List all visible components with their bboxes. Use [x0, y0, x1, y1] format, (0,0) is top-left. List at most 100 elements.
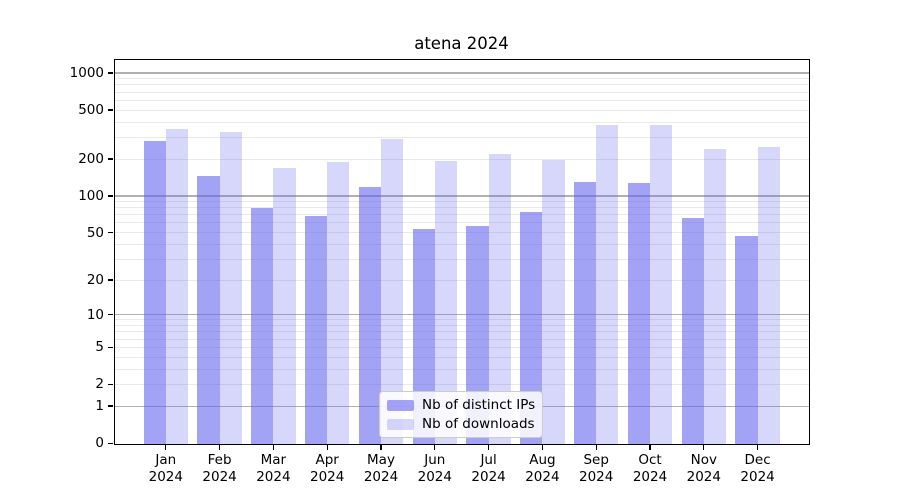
- minor-gridline: [113, 109, 810, 111]
- minor-gridline: [113, 346, 810, 348]
- legend-label-downloads: Nb of downloads: [422, 415, 535, 432]
- x-tick-mark: [487, 444, 490, 450]
- y-tick-label: 5: [95, 339, 104, 356]
- x-tick-label: Mar 2024: [256, 451, 291, 486]
- major-gridline: [113, 72, 810, 74]
- y-tick-label: 1: [95, 398, 104, 415]
- minor-gridline: [113, 325, 810, 327]
- bar-downloads: [703, 149, 727, 445]
- y-tick-label: 100: [78, 187, 104, 204]
- minor-gridline: [113, 201, 810, 203]
- x-tick-label: Apr 2024: [310, 451, 345, 486]
- x-tick-label: Sep 2024: [579, 451, 614, 486]
- y-tick-mark: [108, 231, 113, 234]
- y-tick-mark: [108, 109, 113, 111]
- x-tick-label: Jan 2024: [148, 451, 183, 486]
- bar-distinct-ips: [197, 175, 220, 445]
- x-tick-mark: [380, 444, 382, 450]
- minor-gridline: [113, 222, 810, 224]
- y-tick-label: 0: [95, 435, 104, 452]
- x-tick-label: Aug 2024: [525, 451, 560, 486]
- minor-gridline: [113, 331, 810, 333]
- bar-distinct-ips: [466, 225, 489, 445]
- bar-distinct-ips: [304, 215, 328, 445]
- minor-gridline: [113, 158, 810, 160]
- x-tick-label: Jun 2024: [417, 451, 452, 486]
- minor-gridline: [113, 279, 810, 281]
- bar-distinct-ips: [143, 141, 166, 445]
- minor-gridline: [113, 136, 810, 138]
- minor-gridline: [113, 243, 810, 245]
- bar-distinct-ips: [358, 187, 381, 445]
- legend-swatch-distinct-ips: [387, 399, 414, 411]
- legend-swatch-downloads: [387, 418, 414, 430]
- x-tick-mark: [595, 444, 597, 450]
- x-tick-mark: [434, 444, 436, 450]
- bar-distinct-ips: [681, 217, 704, 445]
- legend-item-downloads: Nb of downloads: [387, 415, 542, 432]
- x-tick-label: Oct 2024: [632, 451, 668, 486]
- minor-gridline: [113, 84, 810, 86]
- x-tick-mark: [326, 444, 328, 450]
- minor-gridline: [113, 319, 810, 321]
- bar-downloads: [327, 161, 350, 445]
- y-tick-label: 50: [86, 224, 104, 241]
- minor-gridline: [113, 78, 810, 80]
- x-tick-mark: [756, 444, 759, 450]
- y-tick-mark: [108, 72, 113, 74]
- minor-gridline: [113, 383, 810, 385]
- y-tick-label: 10: [86, 306, 104, 323]
- x-tick-label: Feb 2024: [202, 451, 237, 486]
- minor-gridline: [113, 99, 810, 101]
- major-gridline: [113, 195, 810, 197]
- y-tick-mark: [108, 158, 113, 160]
- minor-gridline: [113, 258, 810, 260]
- bar-downloads: [542, 160, 565, 445]
- x-tick-label: Dec 2024: [740, 451, 775, 486]
- bar-downloads: [650, 124, 673, 445]
- major-gridline: [113, 314, 810, 316]
- chart-title: atena 2024: [414, 34, 509, 53]
- bar-distinct-ips: [520, 211, 543, 445]
- bar-distinct-ips: [573, 181, 597, 445]
- minor-gridline: [113, 121, 810, 123]
- x-tick-mark: [218, 444, 221, 450]
- legend-item-distinct-ips: Nb of distinct IPs: [387, 396, 542, 413]
- x-tick-mark: [272, 444, 275, 450]
- bar-downloads: [381, 139, 404, 445]
- y-tick-label: 1000: [69, 65, 104, 82]
- bar-downloads: [165, 129, 189, 445]
- x-tick-mark: [703, 444, 705, 450]
- y-tick-mark: [108, 442, 113, 444]
- minor-gridline: [113, 368, 810, 370]
- x-tick-label: Jul 2024: [471, 451, 506, 486]
- bar-downloads: [757, 146, 780, 445]
- y-tick-mark: [108, 346, 113, 348]
- y-tick-label: 2: [95, 376, 104, 393]
- x-tick-mark: [541, 444, 544, 450]
- y-tick-mark: [108, 195, 113, 197]
- minor-gridline: [113, 214, 810, 216]
- x-tick-label: Nov 2024: [686, 451, 721, 486]
- minor-gridline: [113, 356, 810, 358]
- x-tick-mark: [649, 444, 651, 450]
- bar-downloads: [273, 168, 296, 445]
- y-tick-mark: [108, 314, 113, 316]
- y-tick-mark: [108, 383, 113, 386]
- legend: Nb of distinct IPs Nb of downloads: [379, 391, 543, 438]
- y-tick-label: 20: [86, 272, 104, 289]
- y-tick-label: 200: [78, 151, 104, 168]
- y-tick-mark: [108, 405, 113, 407]
- bar-downloads: [596, 124, 619, 445]
- bar-distinct-ips: [251, 208, 274, 445]
- minor-gridline: [113, 91, 810, 93]
- bar-distinct-ips: [627, 182, 650, 445]
- legend-label-distinct-ips: Nb of distinct IPs: [422, 396, 536, 413]
- bar-downloads: [488, 154, 511, 445]
- y-tick-label: 500: [78, 102, 104, 119]
- y-tick-mark: [108, 279, 113, 281]
- minor-gridline: [113, 207, 810, 209]
- bar-distinct-ips: [412, 228, 435, 445]
- bar-distinct-ips: [735, 235, 758, 445]
